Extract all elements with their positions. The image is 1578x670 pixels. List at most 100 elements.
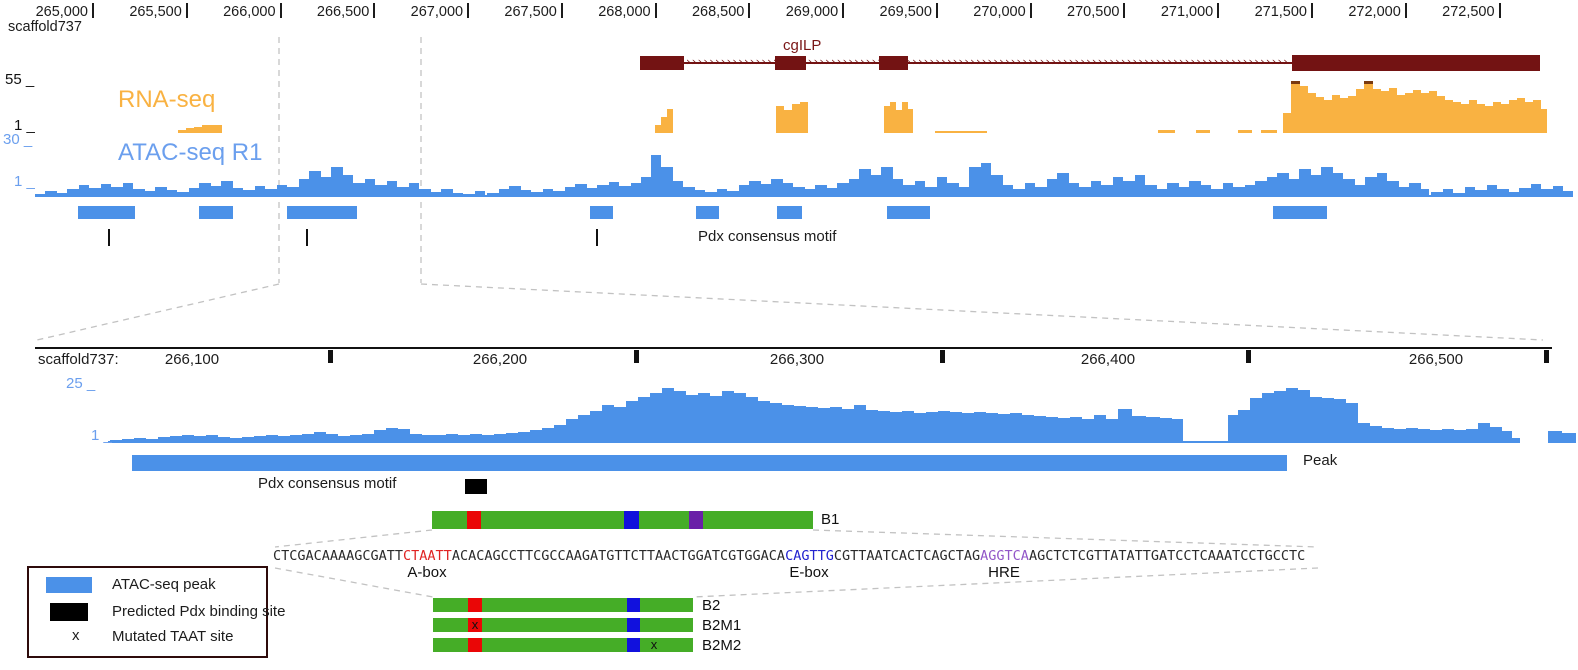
signal-bar xyxy=(206,435,218,443)
signal-bar xyxy=(1519,188,1531,197)
signal-bar xyxy=(575,184,587,197)
signal-bar xyxy=(1274,391,1286,443)
signal-bar xyxy=(266,435,278,443)
signal-bar xyxy=(782,405,794,443)
signal-bar xyxy=(1443,189,1453,197)
signal-bar xyxy=(871,175,881,197)
signal-bar xyxy=(1321,167,1333,197)
signal-bar xyxy=(1394,429,1406,443)
signal-bar xyxy=(1477,104,1485,133)
ruler-tick xyxy=(185,3,188,18)
signal-bar xyxy=(1469,100,1477,133)
signal-bar xyxy=(1382,428,1394,443)
signal-bar xyxy=(881,167,893,197)
signal-bar xyxy=(1454,430,1466,443)
zoom-ruler-tick-label: 266,200 xyxy=(472,351,528,368)
signal-bar xyxy=(194,127,202,133)
signal-bar xyxy=(1261,130,1277,133)
sequence-segment: CTAATT xyxy=(403,548,452,564)
signal-bar xyxy=(962,413,974,443)
signal-bar xyxy=(1502,431,1512,443)
signal-bar xyxy=(302,434,314,443)
ruler-tick-label: 272,500 xyxy=(1442,4,1495,20)
atac-track-label: ATAC-seq R1 xyxy=(118,139,263,166)
signal-bar xyxy=(419,189,431,197)
signal-bar xyxy=(1034,416,1046,443)
signal-bar xyxy=(587,188,597,197)
atac-peak-box xyxy=(287,206,357,219)
gene-exon xyxy=(775,56,806,70)
signal-bar xyxy=(1364,83,1373,133)
signal-bar xyxy=(338,436,350,443)
signal-bar xyxy=(1517,98,1525,133)
signal-bar xyxy=(211,186,221,197)
signal-bar xyxy=(397,187,409,197)
signal-bar xyxy=(1245,185,1255,197)
signal-bar xyxy=(969,167,981,197)
signal-bar xyxy=(553,191,565,197)
ruler-tick-label: 269,500 xyxy=(879,4,932,20)
signal-bar xyxy=(1123,181,1135,197)
sequence-segment: CGTTAATCACTCAGCTAG xyxy=(833,548,981,564)
construct-a-box xyxy=(468,638,482,652)
ruler-tick xyxy=(373,3,376,18)
signal-bar xyxy=(631,183,641,197)
ruler-tick-label: 265,000 xyxy=(35,4,88,20)
gene-exon xyxy=(1292,55,1540,71)
construct-b1-site-box xyxy=(624,511,639,529)
signal-bar xyxy=(1233,187,1245,197)
signal-bar xyxy=(1509,192,1519,197)
construct-b1-bar xyxy=(432,511,813,529)
signal-bar xyxy=(554,425,566,443)
sequence-segment: AGCTCTCGTTATATTGATCCTCAAATCCTGCCTC xyxy=(1028,548,1306,564)
signal-bar xyxy=(1453,193,1465,197)
signal-bar xyxy=(783,183,793,197)
sequence-segment: CTCGACAAAAGCGATT xyxy=(273,548,404,564)
signal-bar xyxy=(1286,388,1298,443)
signal-bar xyxy=(1082,419,1094,443)
signal-bar xyxy=(1419,189,1429,197)
signal-bar xyxy=(506,433,518,443)
ruler-tick-label: 266,500 xyxy=(316,4,370,20)
signal-bar xyxy=(1548,431,1562,443)
signal-bar xyxy=(758,401,770,443)
ruler-tick-label: 267,500 xyxy=(504,4,557,20)
zoom-ruler-line xyxy=(35,347,1552,349)
signal-bar xyxy=(1145,185,1157,197)
rna-scale-top: 55 _ xyxy=(5,71,35,88)
signal-bar xyxy=(1431,192,1443,197)
signal-bar xyxy=(487,193,499,197)
signal-bar xyxy=(1340,98,1348,133)
signal-bar xyxy=(167,190,177,197)
signal-bar xyxy=(914,413,926,443)
signal-bar xyxy=(926,412,938,443)
signal-bar xyxy=(1512,438,1520,443)
signal-bar xyxy=(453,193,463,197)
signal-bar xyxy=(1405,93,1413,133)
signal-bar xyxy=(1562,433,1576,443)
signal-bar xyxy=(1465,187,1475,197)
signal-bar xyxy=(1409,183,1421,197)
signal-bar xyxy=(230,438,242,443)
signal-bar xyxy=(590,411,602,443)
signal-bar xyxy=(935,131,987,133)
signal-bar xyxy=(1255,181,1267,197)
ruler-tick xyxy=(279,3,282,18)
signal-bar xyxy=(915,181,925,197)
signal-bar xyxy=(1135,175,1145,197)
mutated-site-x: x xyxy=(650,637,658,652)
signal-bar xyxy=(800,102,808,133)
signal-clip-mark xyxy=(1291,81,1300,84)
signal-bar xyxy=(542,428,554,443)
signal-bar xyxy=(1013,189,1025,197)
signal-bar xyxy=(1365,177,1377,197)
gene-intron-line xyxy=(684,62,1292,64)
signal-bar xyxy=(1563,191,1573,197)
signal-bar xyxy=(746,397,758,443)
signal-bar xyxy=(1373,89,1381,133)
signal-bar xyxy=(1332,95,1340,133)
signal-bar xyxy=(499,189,509,197)
dna-sequence: CTCGACAAAAGCGATTCTAATTACACAGCCTTCGCCAAGA… xyxy=(273,547,1305,565)
mutated-site-x: x xyxy=(471,617,479,632)
signal-bar xyxy=(1387,181,1399,197)
